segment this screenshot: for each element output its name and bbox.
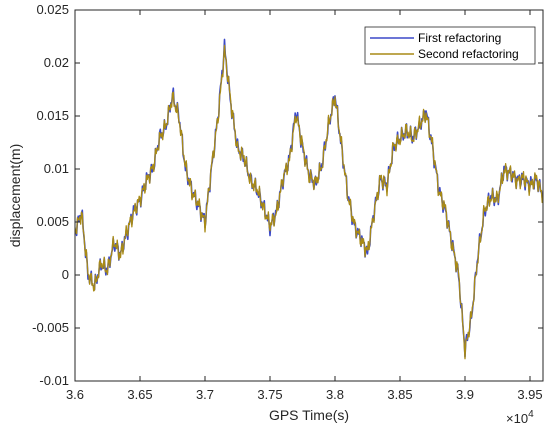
y-tick-label: -0.005: [32, 320, 69, 335]
legend: First refactoring Second refactoring: [364, 26, 536, 65]
y-tick-label: 0.02: [44, 55, 69, 70]
x-axis-exponent: ×104: [506, 409, 534, 426]
x-tick-label: 3.8: [326, 387, 344, 402]
axes-layer: [74, 9, 544, 382]
y-tick-label: 0: [62, 267, 69, 282]
x-axis-label: GPS Time(s): [269, 407, 349, 423]
x-tick-label: 3.7: [196, 387, 214, 402]
x-tick-label: 3.75: [257, 387, 282, 402]
y-tick-label: 0.01: [44, 161, 69, 176]
series-line-2: [75, 44, 543, 360]
y-tick-label: -0.01: [39, 373, 69, 388]
y-tick-label: 0.005: [36, 214, 69, 229]
plot-background: [75, 10, 543, 381]
legend-box: [364, 26, 536, 65]
x-tick-label: 3.6: [66, 387, 84, 402]
y-axis-label: displacement(m): [7, 144, 23, 247]
y-tick-label: 0.025: [36, 2, 69, 17]
x-axis-exponent-base: ×10: [506, 411, 528, 426]
axes-box: [74, 9, 544, 382]
legend-label-2: Second refactoring: [418, 47, 519, 61]
legend-label-1: First refactoring: [418, 31, 501, 45]
y-tick-label: 0.015: [36, 108, 69, 123]
x-tick-label: 3.65: [127, 387, 152, 402]
series-layer: [75, 38, 543, 360]
ticks-layer: 3.6 3.65 3.7 3.75 3.8 3.85 3.9 3.95 -0.01 -0.005 0…: [32, 2, 543, 402]
x-tick-label: 3.95: [517, 387, 542, 402]
x-tick-label: 3.85: [387, 387, 412, 402]
plot-area: [75, 10, 543, 381]
x-tick-label: 3.9: [456, 387, 474, 402]
x-axis-exponent-power: 4: [528, 409, 534, 420]
